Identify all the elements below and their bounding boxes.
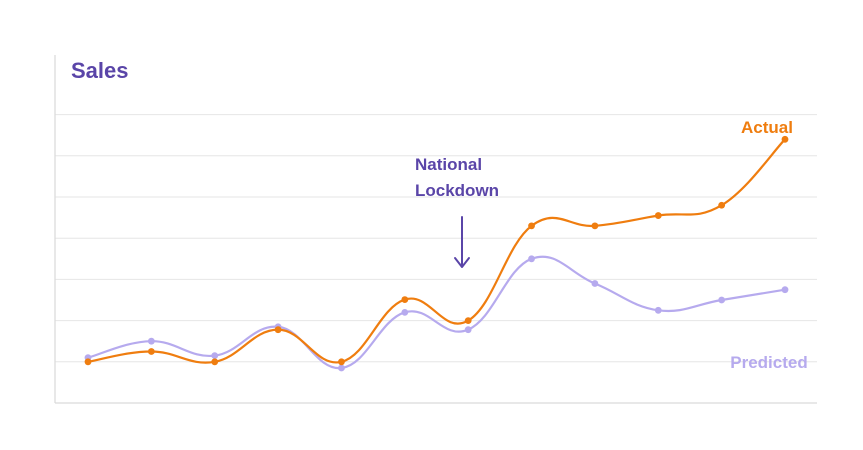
data-point-predicted-9 <box>591 280 599 287</box>
series-label-actual: Actual <box>741 118 793 137</box>
data-point-predicted-2 <box>147 337 155 345</box>
series-predicted: Predicted <box>84 255 808 372</box>
data-point-actual-10 <box>654 212 662 219</box>
data-point-actual-9 <box>591 222 599 230</box>
series-label-predicted: Predicted <box>730 353 807 372</box>
data-point-actual-3 <box>211 358 219 366</box>
series-layer: Predicted Actual <box>84 118 808 372</box>
series-actual: Actual <box>84 118 793 366</box>
annotation-text-line-1: National <box>415 155 482 174</box>
chart-title: Sales <box>71 58 129 83</box>
annotation-lockdown: National Lockdown <box>415 155 499 268</box>
data-point-predicted-7 <box>464 326 472 334</box>
data-point-actual-8 <box>528 222 535 230</box>
data-point-predicted-3 <box>211 352 219 360</box>
data-point-actual-1 <box>84 358 92 366</box>
data-point-actual-7 <box>464 317 472 324</box>
data-point-actual-11 <box>718 201 726 209</box>
annotation-layer: National Lockdown <box>415 155 499 268</box>
data-point-actual-6 <box>401 296 409 303</box>
data-point-predicted-12 <box>781 286 789 294</box>
data-point-predicted-11 <box>718 296 726 304</box>
data-point-predicted-8 <box>528 255 535 263</box>
data-point-predicted-10 <box>654 306 662 314</box>
data-point-predicted-6 <box>401 308 409 316</box>
gridlines <box>55 114 817 363</box>
annotation-arrow-head <box>454 257 470 268</box>
data-point-actual-2 <box>147 348 155 355</box>
data-point-actual-5 <box>338 358 345 366</box>
data-point-actual-12 <box>781 135 789 143</box>
data-point-predicted-5 <box>338 364 345 372</box>
data-point-actual-4 <box>274 326 282 334</box>
annotation-text-line-2: Lockdown <box>415 181 499 200</box>
